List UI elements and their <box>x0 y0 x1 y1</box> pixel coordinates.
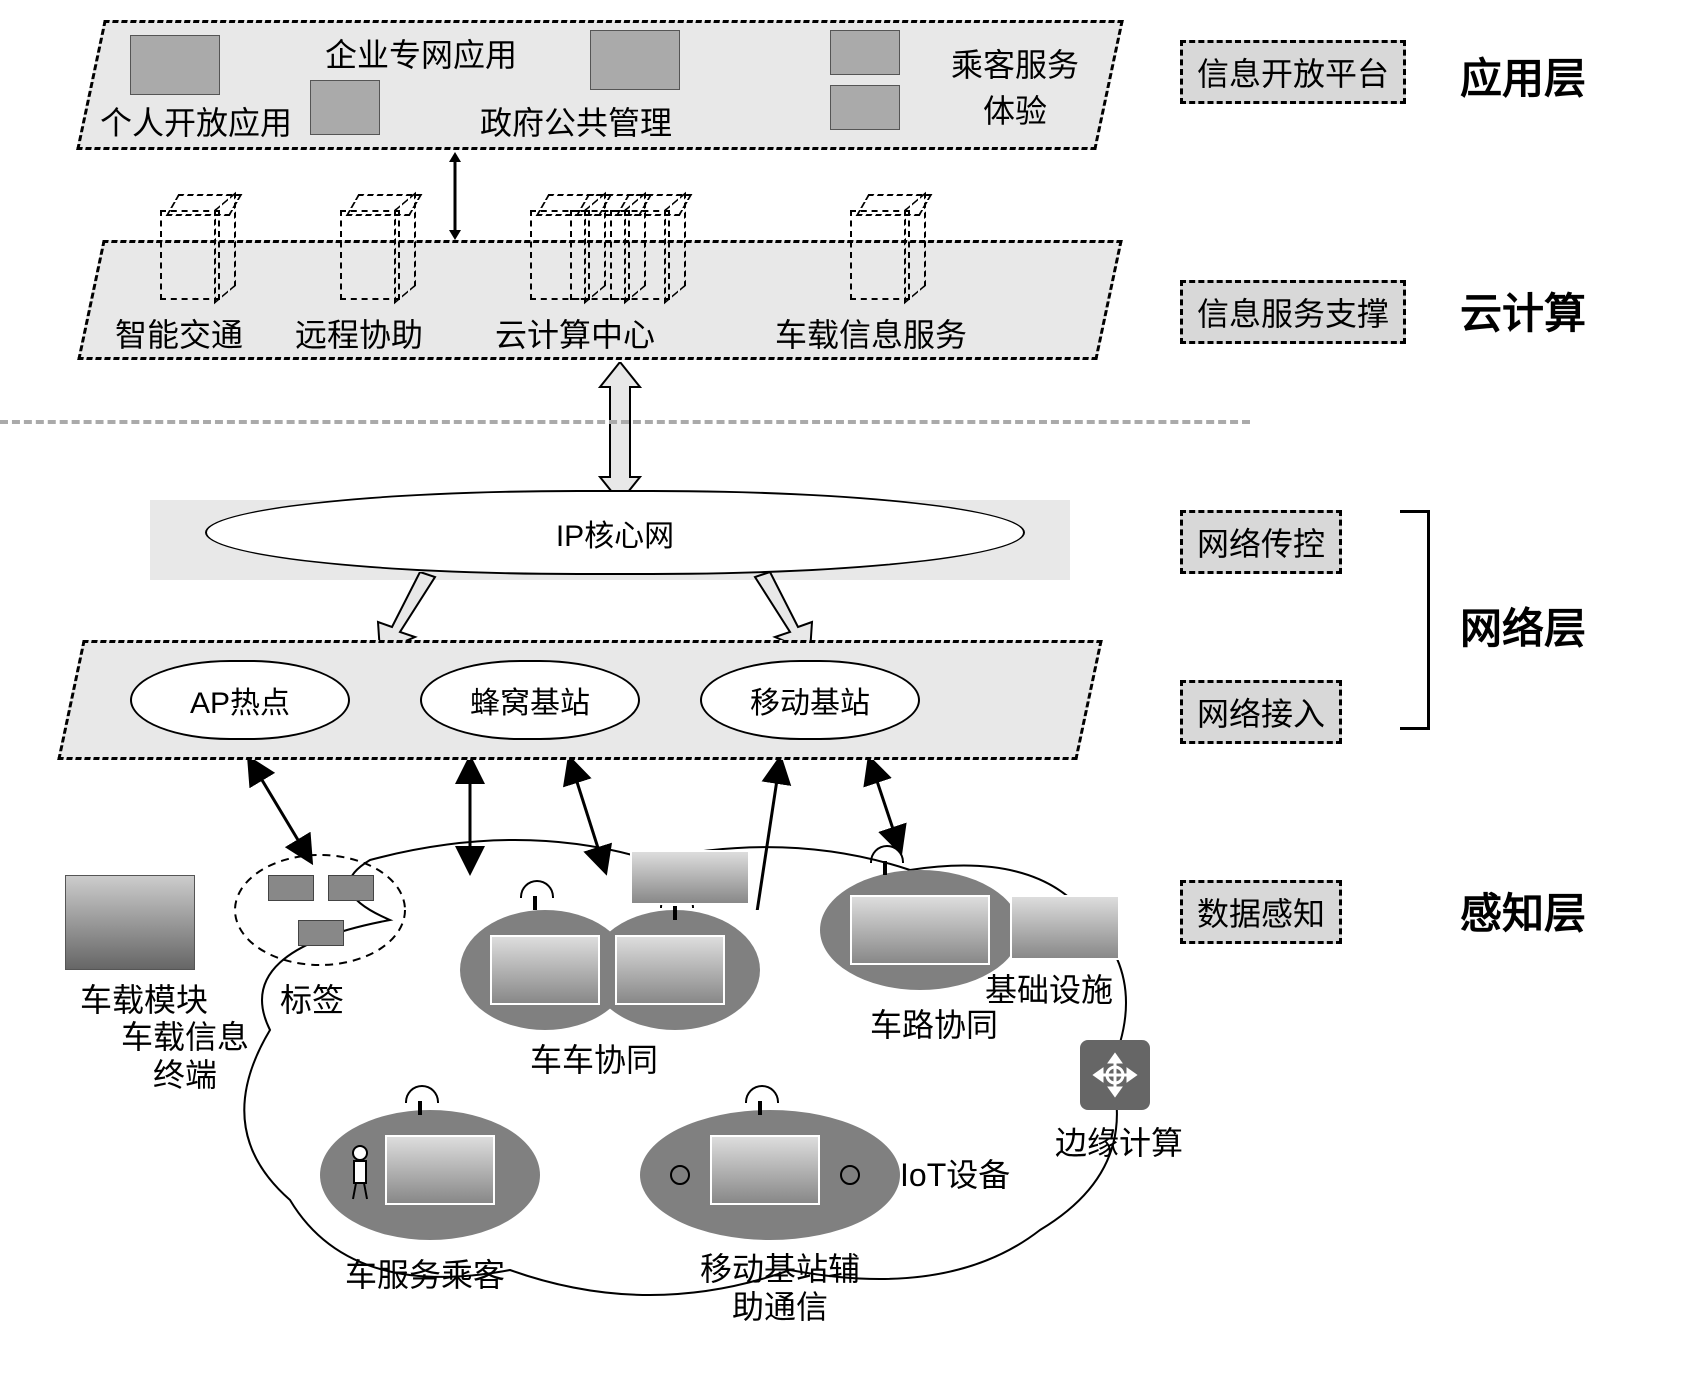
v2v-wifi-1 <box>520 880 550 910</box>
cell-label: 蜂窝基站 <box>470 678 590 722</box>
iot-label: IoT设备 <box>900 1150 1010 1196</box>
net-core-cloud: IP核心网 <box>205 490 1025 575</box>
app-icon-4 <box>830 30 900 75</box>
mobile-label: 移动基站 <box>750 678 870 722</box>
cloud-item-remote: 远程协助 <box>295 310 423 356</box>
v2v-label: 车车协同 <box>530 1035 658 1081</box>
v2v-car-1 <box>490 935 600 1005</box>
module-label: 车载模块 <box>80 975 208 1021</box>
perc-layer-title: 感知层 <box>1460 880 1586 941</box>
app-item-personal: 个人开放应用 <box>100 98 292 144</box>
net-layer-title: 网络层 <box>1460 595 1586 656</box>
tag-chip-2 <box>328 875 374 901</box>
mbs-car <box>710 1135 820 1205</box>
tag-chip-3 <box>298 920 344 946</box>
mbs-wifi <box>745 1085 775 1115</box>
app-icon-3 <box>590 30 680 90</box>
app-badge: 信息开放平台 <box>1180 40 1406 104</box>
mbs-label: 移动基站辅助通信 <box>665 1250 895 1327</box>
cube-4 <box>850 210 910 300</box>
tag-ellipse <box>230 850 410 970</box>
infra-label: 基础设施 <box>985 965 1113 1011</box>
cloud-badge: 信息服务支撑 <box>1180 280 1406 344</box>
app-icon-5 <box>830 85 900 130</box>
net-access-mobile: 移动基站 <box>700 660 920 740</box>
pass-label: 车服务乘客 <box>345 1250 505 1296</box>
arrow-cloud-net <box>590 362 650 502</box>
infra-photo <box>1010 895 1120 960</box>
app-icon-2 <box>310 80 380 135</box>
v2i-wifi <box>870 845 900 875</box>
cloud-item-traffic: 智能交通 <box>115 310 243 356</box>
v2i-bus <box>850 895 990 965</box>
cloud-item-telematics: 车载信息服务 <box>775 310 967 356</box>
edge-label: 边缘计算 <box>1055 1118 1183 1164</box>
layer-divider <box>0 420 1250 424</box>
arrow-app-cloud <box>445 152 465 240</box>
v2v-scene <box>630 850 750 905</box>
net-badge-bottom: 网络接入 <box>1180 680 1342 744</box>
terminal-photo <box>65 875 195 970</box>
edge-icon <box>1080 1040 1150 1110</box>
terminal-label: 车载信息终端 <box>100 1018 270 1095</box>
ap-label: AP热点 <box>190 678 290 722</box>
cube-2 <box>340 210 400 300</box>
pass-wifi <box>405 1085 435 1115</box>
cloud-item-center: 云计算中心 <box>495 310 655 356</box>
tag-label: 标签 <box>280 975 344 1021</box>
app-layer-title: 应用层 <box>1460 45 1586 106</box>
net-bracket <box>1400 510 1430 730</box>
cube-3c <box>610 210 670 300</box>
person-icon <box>345 1145 375 1200</box>
app-item-gov: 政府公共管理 <box>480 98 672 144</box>
net-core-label: IP核心网 <box>556 511 674 555</box>
v2i-label: 车路协同 <box>870 1000 998 1046</box>
app-icon-1 <box>130 35 220 95</box>
v2v-car-2 <box>615 935 725 1005</box>
app-item-enterprise: 企业专网应用 <box>325 30 517 76</box>
cloud-layer-title: 云计算 <box>1460 280 1586 341</box>
perc-badge: 数据感知 <box>1180 880 1342 944</box>
net-access-ap: AP热点 <box>130 660 350 740</box>
net-badge-top: 网络传控 <box>1180 510 1342 574</box>
pass-car <box>385 1135 495 1205</box>
net-access-cell: 蜂窝基站 <box>420 660 640 740</box>
tag-chip-1 <box>268 875 314 901</box>
cube-1 <box>160 210 220 300</box>
app-item-passenger: 乘客服务体验 <box>930 40 1100 132</box>
